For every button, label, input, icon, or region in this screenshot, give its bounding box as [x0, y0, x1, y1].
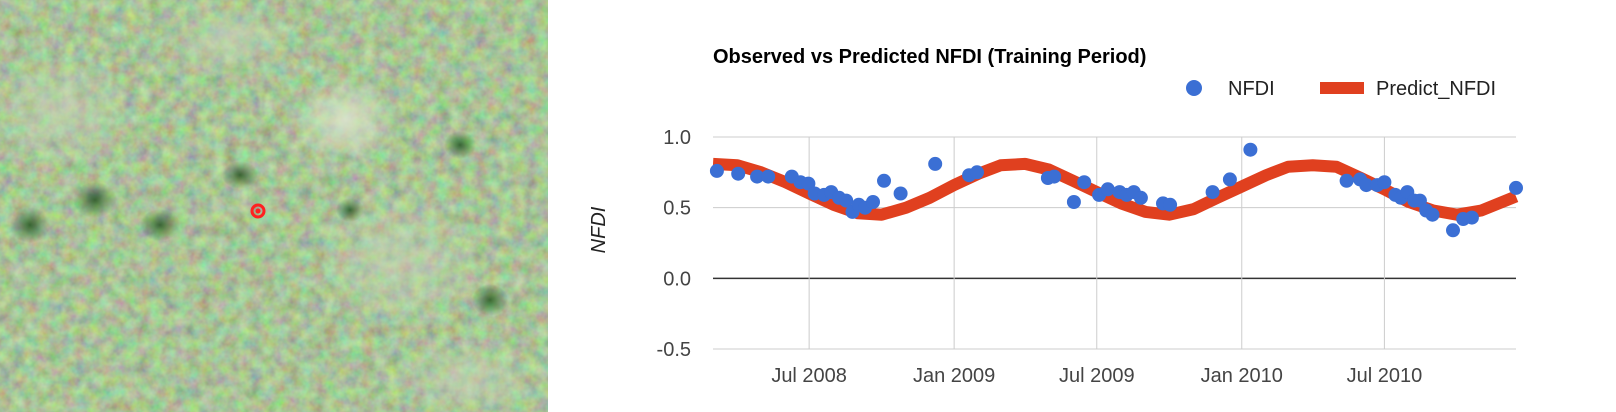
y-tick-label: -0.5 — [657, 339, 691, 361]
nfdi-data-point — [1359, 178, 1374, 193]
aerial-photo-graphic — [0, 0, 548, 412]
legend-label-predict: Predict_NFDI — [1376, 78, 1496, 100]
nfdi-data-point — [1205, 185, 1220, 200]
nfdi-data-point — [1464, 210, 1479, 225]
nfdi-data-point — [1163, 197, 1178, 212]
nfdi-data-point — [1222, 172, 1237, 187]
nfdi-data-point — [928, 156, 943, 171]
y-tick-label: 1.0 — [663, 127, 691, 149]
grid — [713, 136, 1516, 350]
nfdi-chart: Observed vs Predicted NFDI (Training Per… — [588, 46, 1523, 387]
y-tick-label: 0.0 — [663, 268, 691, 290]
nfdi-data-point — [1377, 175, 1392, 190]
y-axis-ticks: 1.0 0.5 0.0 -0.5 — [657, 127, 691, 361]
x-tick-label: Jul 2010 — [1347, 365, 1423, 387]
observation-points-layer — [709, 142, 1523, 238]
nfdi-data-point — [1243, 142, 1258, 157]
aerial-vegetation-image — [0, 0, 548, 412]
nfdi-data-point — [1066, 195, 1081, 209]
legend: NFDI Predict_NFDI — [1186, 78, 1496, 100]
nfdi-data-point — [877, 173, 891, 188]
nfdi-data-point — [1509, 180, 1523, 195]
nfdi-data-point — [1100, 182, 1115, 197]
y-tick-label: 0.5 — [663, 198, 691, 220]
nfdi-data-point — [1077, 175, 1092, 190]
nfdi-data-point — [731, 166, 746, 181]
nfdi-data-point — [709, 163, 724, 178]
location-marker — [250, 203, 266, 219]
legend-marker-nfdi — [1186, 80, 1202, 96]
nfdi-data-point — [866, 195, 880, 209]
nfdi-data-point — [1446, 223, 1460, 238]
nfdi-data-point — [893, 186, 908, 201]
x-tick-label: Jul 2008 — [771, 365, 847, 387]
nfdi-data-point — [1339, 173, 1354, 188]
nfdi-data-point — [761, 169, 776, 184]
legend-marker-predict — [1320, 82, 1364, 94]
nfdi-data-point — [839, 193, 854, 208]
x-tick-label: Jan 2010 — [1201, 365, 1283, 387]
chart-panel: Observed vs Predicted NFDI (Training Per… — [548, 0, 1616, 412]
nfdi-data-point — [1133, 190, 1148, 205]
nfdi-data-point — [970, 165, 984, 180]
nfdi-data-point — [1425, 207, 1440, 222]
y-axis-title: NFDI — [588, 206, 610, 253]
legend-label-nfdi: NFDI — [1228, 78, 1275, 100]
x-tick-label: Jul 2009 — [1059, 365, 1135, 387]
x-tick-label: Jan 2009 — [913, 365, 995, 387]
nfdi-data-point — [750, 169, 765, 184]
x-axis-ticks: Jul 2008 Jan 2009 Jul 2009 Jan 2010 Jul 2010 — [771, 365, 1422, 387]
chart-title: Observed vs Predicted NFDI (Training Per… — [713, 46, 1146, 68]
nfdi-data-point — [1047, 169, 1062, 184]
